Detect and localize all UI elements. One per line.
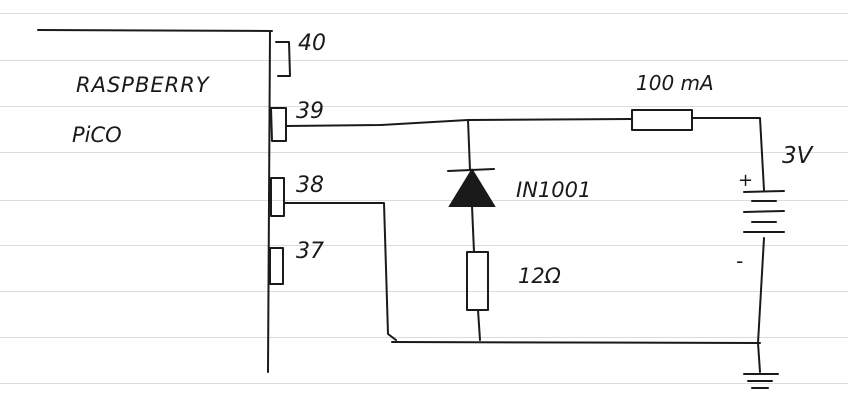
pin-40-pad xyxy=(275,41,291,77)
board-top-edge xyxy=(37,29,273,32)
ruled-line xyxy=(0,245,848,246)
wire-ground-bus xyxy=(391,341,761,344)
diode-symbol xyxy=(448,168,496,207)
battery-minus-label: - xyxy=(736,249,743,273)
pin-label-40: 40 xyxy=(298,31,326,56)
ruled-line xyxy=(0,13,848,14)
pin-39-pad xyxy=(270,107,287,142)
battery-voltage-label: 3V xyxy=(782,143,815,169)
pin-37-pad xyxy=(269,247,284,285)
ruled-line xyxy=(0,106,848,107)
wire-pin38 xyxy=(283,202,397,341)
ruled-line xyxy=(0,200,848,201)
ruled-line xyxy=(0,291,848,292)
battery-plate-3 xyxy=(743,210,785,213)
ruled-line xyxy=(0,60,848,61)
wire-diode-res xyxy=(471,205,475,253)
battery-plate-1 xyxy=(743,190,785,193)
wire-battery-down xyxy=(757,237,765,373)
pin-38-pad xyxy=(270,177,285,217)
board-name-line2: PiCO xyxy=(72,123,122,147)
wire-res-bottom xyxy=(477,309,481,341)
ruled-line xyxy=(0,337,848,338)
battery-plus-label: + xyxy=(738,170,753,191)
ruled-line xyxy=(0,383,848,384)
board-right-edge xyxy=(267,30,271,373)
resistor-12ohm xyxy=(466,251,489,311)
ruled-line xyxy=(0,152,848,153)
board-name-line1: RASPBERRY xyxy=(76,73,211,97)
pin-label-37: 37 xyxy=(296,239,324,264)
diode-bar xyxy=(447,168,495,172)
wire-pin39 xyxy=(285,118,633,127)
pin-label-38: 38 xyxy=(296,173,324,198)
resistor-12ohm-label: 12Ω xyxy=(518,264,561,288)
pin-label-39: 39 xyxy=(296,99,324,124)
diode-label: IN1001 xyxy=(516,178,591,202)
resistor-top-label: 100 mA xyxy=(636,71,714,95)
wire-to-battery xyxy=(691,117,765,191)
wire-diode-top xyxy=(467,119,471,171)
resistor-top xyxy=(631,109,693,131)
